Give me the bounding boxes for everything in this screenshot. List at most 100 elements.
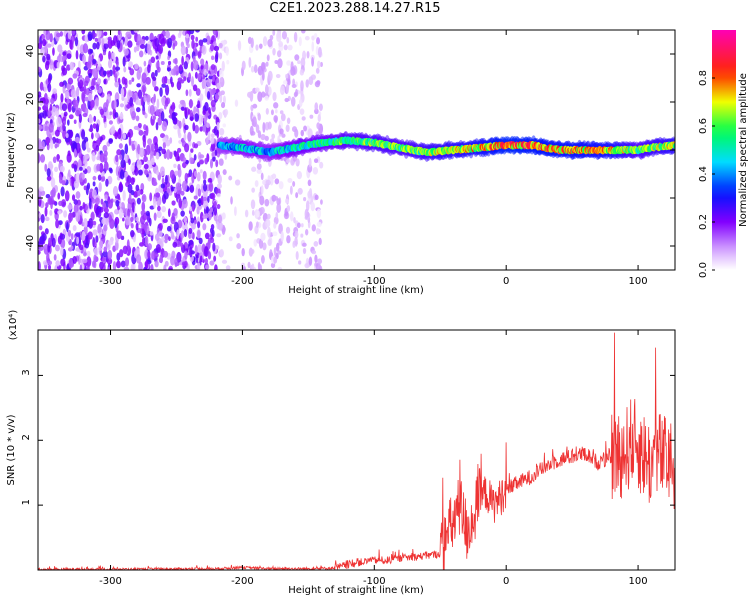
noise-speckle	[79, 205, 83, 211]
noise-speckle	[62, 51, 67, 56]
noise-speckle	[106, 114, 112, 120]
noise-speckle	[106, 70, 111, 75]
noise-speckle	[149, 205, 155, 210]
noise-speckle	[101, 218, 105, 224]
noise-speckle	[155, 109, 160, 116]
noise-speckle	[188, 89, 192, 97]
noise-speckle	[49, 209, 53, 216]
noise-speckle	[171, 111, 176, 122]
noise-speckle	[133, 125, 139, 130]
noise-speckle	[56, 116, 62, 128]
noise-speckle	[172, 42, 176, 50]
noise-speckle	[197, 100, 201, 109]
noise-speckle	[78, 158, 82, 168]
noise-speckle	[92, 58, 97, 65]
noise-speckle	[59, 176, 63, 184]
noise-speckle	[199, 126, 204, 132]
noise-speckle	[38, 261, 41, 270]
noise-speckle	[84, 177, 87, 184]
noise-speckle	[38, 118, 41, 124]
noise-speckle	[151, 250, 156, 260]
noise-speckle	[123, 48, 129, 56]
noise-speckle	[67, 229, 72, 237]
noise-speckle	[137, 122, 142, 129]
noise-speckle	[56, 32, 61, 38]
noise-speckle	[125, 215, 130, 226]
noise-speckle	[189, 157, 194, 165]
noise-speckle	[93, 254, 97, 264]
noise-speckle	[61, 180, 66, 186]
noise-speckle	[198, 39, 204, 46]
noise-speckle	[38, 42, 43, 50]
noise-speckle	[130, 223, 134, 229]
noise-speckle	[195, 36, 199, 42]
noise-speckle	[143, 60, 147, 67]
noise-speckle	[177, 147, 182, 153]
noise-speckle	[115, 199, 120, 207]
noise-speckle	[213, 45, 220, 52]
noise-speckle	[107, 59, 113, 69]
noise-speckle	[197, 50, 202, 59]
noise-speckle	[73, 203, 79, 214]
noise-speckle	[136, 254, 142, 264]
y-tick-label: 3	[21, 369, 32, 375]
noise-speckle	[171, 101, 175, 112]
noise-speckle	[119, 181, 123, 192]
noise-speckle	[128, 158, 131, 165]
noise-speckle	[47, 260, 53, 266]
noise-speckle	[145, 125, 149, 136]
noise-speckle	[105, 178, 109, 187]
noise-speckle	[137, 89, 143, 100]
noise-speckle	[39, 154, 46, 163]
noise-speckle	[133, 46, 137, 53]
noise-speckle	[38, 112, 45, 118]
noise-speckle	[103, 246, 108, 253]
noise-speckle	[75, 211, 81, 223]
noise-speckle	[202, 38, 208, 43]
noise-speckle	[105, 215, 110, 226]
noise-speckle	[103, 161, 109, 171]
noise-speckle	[144, 169, 149, 176]
noise-speckle	[180, 210, 185, 217]
noise-speckle	[98, 232, 102, 239]
noise-speckle	[200, 58, 205, 66]
noise-speckle	[161, 83, 167, 88]
noise-speckle	[136, 69, 141, 81]
noise-speckle	[130, 164, 135, 172]
noise-speckle	[251, 209, 255, 216]
noise-speckle	[195, 254, 199, 264]
noise-speckle	[168, 236, 171, 242]
noise-speckle	[215, 159, 219, 168]
noise-speckle	[97, 223, 102, 235]
noise-speckle	[44, 228, 49, 235]
noise-speckle	[38, 152, 41, 164]
noise-speckle	[88, 115, 94, 124]
noise-speckle	[118, 249, 124, 258]
noise-speckle	[103, 121, 107, 129]
noise-speckle	[202, 196, 208, 201]
noise-speckle	[73, 148, 77, 158]
noise-speckle	[185, 35, 189, 47]
noise-speckle	[206, 91, 211, 100]
noise-speckle	[181, 180, 188, 192]
noise-speckle	[164, 233, 169, 241]
noise-speckle	[212, 75, 216, 83]
noise-speckle	[62, 122, 65, 131]
noise-speckle	[123, 266, 130, 270]
noise-speckle	[62, 84, 66, 94]
noise-speckle	[161, 177, 165, 186]
noise-speckle	[194, 124, 199, 134]
noise-speckle	[81, 129, 86, 140]
noise-speckle	[204, 157, 208, 165]
noise-speckle	[103, 150, 108, 157]
noise-speckle	[126, 132, 131, 138]
noise-speckle	[85, 234, 89, 246]
noise-speckle	[78, 113, 83, 123]
noise-speckle	[209, 44, 215, 52]
noise-speckle	[184, 221, 188, 231]
noise-speckle	[209, 207, 214, 213]
noise-speckle	[76, 236, 80, 245]
noise-speckle	[166, 225, 172, 232]
noise-speckle	[96, 30, 102, 38]
